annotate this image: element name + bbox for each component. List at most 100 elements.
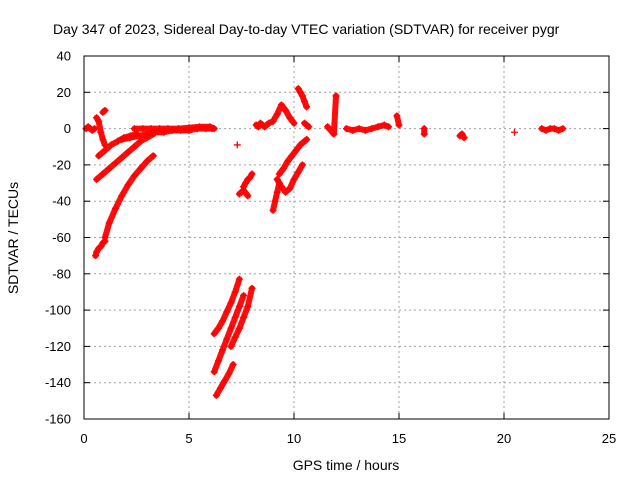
data-point bbox=[277, 183, 285, 191]
data-point bbox=[275, 170, 283, 178]
data-point bbox=[374, 123, 382, 131]
data-point bbox=[282, 188, 290, 196]
data-point bbox=[93, 175, 101, 183]
data-point bbox=[261, 123, 269, 131]
data-point bbox=[118, 192, 126, 200]
data-point bbox=[223, 335, 231, 343]
x-tick-label: 10 bbox=[287, 431, 301, 446]
data-point bbox=[269, 117, 277, 125]
data-point bbox=[160, 128, 168, 136]
data-point bbox=[298, 161, 306, 169]
data-points bbox=[82, 85, 567, 399]
data-point bbox=[217, 384, 224, 392]
data-trace-sat-w bbox=[324, 92, 339, 137]
data-point bbox=[298, 92, 306, 100]
data-point bbox=[286, 184, 294, 192]
data-point bbox=[332, 92, 340, 100]
data-point bbox=[143, 130, 151, 138]
data-point bbox=[296, 141, 304, 149]
data-point bbox=[118, 135, 126, 143]
y-tick-label: -100 bbox=[45, 303, 71, 318]
data-point bbox=[118, 154, 126, 162]
data-point bbox=[212, 391, 220, 399]
data-point bbox=[124, 148, 132, 156]
data-point bbox=[288, 152, 296, 160]
data-point bbox=[143, 157, 151, 165]
data-point bbox=[235, 324, 243, 332]
y-tick-label: -160 bbox=[45, 412, 71, 427]
data-point bbox=[202, 125, 210, 133]
data-point bbox=[168, 126, 176, 134]
data-point bbox=[210, 368, 218, 376]
y-tick-label: 0 bbox=[64, 121, 71, 136]
axis-ticks: -160 -140 -120 -100 -80 -60 -40 -20 0 20 40 0 5 10 15 2… bbox=[45, 49, 616, 447]
data-point bbox=[248, 284, 256, 292]
data-point bbox=[126, 134, 134, 142]
data-point bbox=[330, 130, 338, 138]
data-point bbox=[349, 126, 357, 134]
data-point bbox=[294, 85, 302, 93]
data-point bbox=[385, 123, 392, 131]
data-point bbox=[219, 346, 227, 354]
data-point bbox=[355, 125, 363, 133]
data-point bbox=[130, 172, 138, 180]
data-point bbox=[343, 125, 350, 133]
data-point bbox=[559, 125, 567, 133]
data-point bbox=[420, 130, 428, 138]
data-point bbox=[254, 123, 262, 131]
data-point bbox=[130, 143, 138, 151]
data-point bbox=[305, 123, 313, 131]
data-point bbox=[93, 248, 101, 256]
chart-title: Day 347 of 2023, Sidereal Day-to-day VTE… bbox=[53, 21, 560, 37]
x-tick-label: 20 bbox=[497, 431, 511, 446]
data-point bbox=[393, 112, 401, 120]
data-point bbox=[458, 130, 466, 138]
data-point bbox=[214, 324, 222, 332]
data-point bbox=[99, 135, 107, 143]
data-point bbox=[240, 183, 248, 191]
data-point bbox=[193, 125, 201, 133]
data-point bbox=[273, 175, 281, 183]
data-point bbox=[242, 179, 250, 187]
data-point bbox=[244, 302, 252, 310]
data-point bbox=[240, 292, 248, 300]
data-point bbox=[271, 197, 279, 205]
data-point bbox=[223, 308, 231, 316]
data-point bbox=[225, 370, 233, 378]
data-point bbox=[368, 125, 376, 133]
data-point bbox=[95, 152, 103, 160]
data-trace-sat-n bbox=[211, 292, 247, 375]
data-point bbox=[273, 188, 281, 196]
data-point bbox=[231, 333, 239, 341]
x-tick-label: 25 bbox=[602, 431, 616, 446]
data-point bbox=[303, 135, 311, 143]
data-point bbox=[231, 288, 239, 296]
data-point bbox=[282, 106, 290, 114]
data-point bbox=[210, 330, 218, 338]
data-point bbox=[112, 204, 119, 212]
data-point bbox=[324, 123, 332, 131]
data-point bbox=[177, 126, 185, 134]
data-point bbox=[151, 128, 159, 136]
data-point bbox=[149, 152, 157, 160]
data-point bbox=[294, 168, 302, 176]
data-point bbox=[101, 106, 109, 114]
data-point bbox=[105, 219, 113, 227]
data-point bbox=[97, 128, 105, 136]
data-point bbox=[235, 190, 243, 198]
data-point bbox=[208, 125, 216, 133]
y-tick-label: -80 bbox=[52, 266, 71, 281]
data-point bbox=[273, 110, 281, 118]
data-point bbox=[227, 299, 235, 307]
data-point bbox=[92, 252, 100, 260]
data-point bbox=[95, 117, 103, 125]
data-point bbox=[284, 157, 292, 165]
data-trace-sat-p bbox=[228, 285, 255, 350]
y-tick-label: 40 bbox=[57, 49, 71, 64]
y-axis-label: SDTVAR / TECUs bbox=[5, 182, 21, 294]
y-tick-label: -60 bbox=[52, 230, 71, 245]
data-point bbox=[107, 141, 115, 149]
x-axis-label: GPS time / hours bbox=[293, 457, 400, 473]
data-point bbox=[139, 125, 147, 133]
